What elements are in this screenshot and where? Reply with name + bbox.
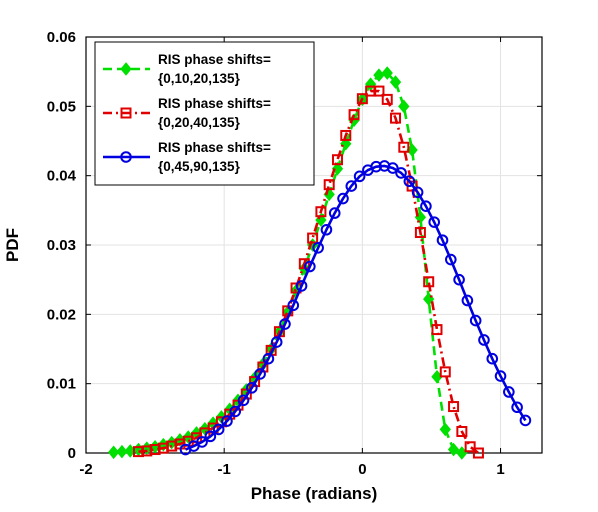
data-point [494,370,507,382]
data-point [486,352,499,365]
data-point [323,179,335,191]
data-point [469,314,482,327]
legend-item: RIS phase shifts= {0,10,20,135} [103,52,271,86]
data-point [414,227,426,239]
x-tick-label: 0 [358,461,366,478]
legend-label: {0,20,40,135} [158,115,241,130]
legend-swatch-marker [120,107,132,119]
data-point [472,447,484,459]
data-point [395,167,407,179]
data-point [328,207,341,219]
data-point [381,66,393,80]
x-tick-label: -1 [218,461,231,478]
data-point [304,260,316,273]
data-point [370,160,382,173]
data-point [411,186,424,199]
data-point [398,141,410,153]
data-point [221,415,233,427]
series-layer [107,66,532,460]
data-point [398,99,410,114]
legend-label: {0,45,90,135} [158,159,241,174]
legend-swatch-marker [120,151,132,163]
data-point [464,441,476,453]
data-point [254,368,266,380]
data-point [237,394,250,407]
data-point [312,241,324,254]
data-point [331,161,344,176]
data-point [246,382,258,394]
data-point [315,206,327,218]
data-point [453,273,465,286]
series-line [184,164,527,451]
data-point [345,180,358,192]
data-point [389,75,402,89]
legend-label: RIS phase shifts= [158,96,271,111]
data-point [287,299,300,312]
data-point [295,280,308,292]
series-3 [179,160,532,456]
y-tick-label: 0.03 [47,237,76,254]
data-point [249,376,261,388]
data-point [431,324,443,336]
data-point [212,423,225,436]
data-point [461,294,474,307]
data-point [447,442,460,457]
axis-titles: Phase (radians) PDF [3,228,377,503]
legend-label: {0,10,20,135} [158,71,241,86]
legend-item: RIS phase shifts= {0,45,90,135} [103,140,271,174]
data-point [456,426,468,438]
legend-label: RIS phase shifts= [158,52,271,67]
y-tick-label: 0.01 [47,376,76,393]
legend-item: RIS phase shifts= {0,20,40,135} [103,96,271,130]
data-point [503,386,515,398]
data-point [279,318,291,330]
data-point [348,109,360,121]
data-point [386,162,399,174]
data-point [373,85,385,97]
data-point [340,129,352,141]
data-point [337,192,349,205]
data-point [436,234,449,246]
legend-label: RIS phase shifts= [158,140,271,155]
y-axis-label: PDF [3,228,22,262]
data-point [196,436,208,448]
data-point [320,223,333,236]
data-point [381,93,393,105]
data-point [331,154,343,166]
x-tick-label: -2 [79,461,92,478]
legend: RIS phase shifts={0,10,20,135}RIS phase … [94,41,315,186]
data-point [204,430,217,443]
data-point [448,401,460,413]
data-point [439,366,451,378]
data-point [445,253,457,266]
data-point [353,170,366,183]
y-tick-label: 0.05 [47,98,76,115]
data-point [356,93,368,105]
data-point [439,422,451,437]
data-point [107,445,120,460]
y-tick-label: 0.06 [47,29,76,46]
y-tick-label: 0.02 [47,306,76,323]
data-point [270,336,283,348]
data-point [116,444,128,459]
data-point [478,334,490,346]
data-point [403,175,416,188]
legend-swatch-marker [120,62,132,76]
data-point [511,401,523,414]
data-point [390,112,402,124]
data-point [229,405,242,418]
data-point [519,414,532,427]
y-tick-label: 0.04 [47,168,77,185]
data-point [423,276,435,288]
x-tick-label: 1 [496,461,504,478]
data-point [428,216,441,228]
axis-ticks: -2 -1 0 1 0 0.01 0.02 0.03 0.04 0.05 0.06 [47,29,542,478]
data-point [420,200,432,212]
y-tick-label: 0 [68,445,76,462]
data-point [262,352,275,365]
series-line [138,89,480,455]
x-axis-label: Phase (radians) [251,484,378,503]
data-point [307,232,319,244]
